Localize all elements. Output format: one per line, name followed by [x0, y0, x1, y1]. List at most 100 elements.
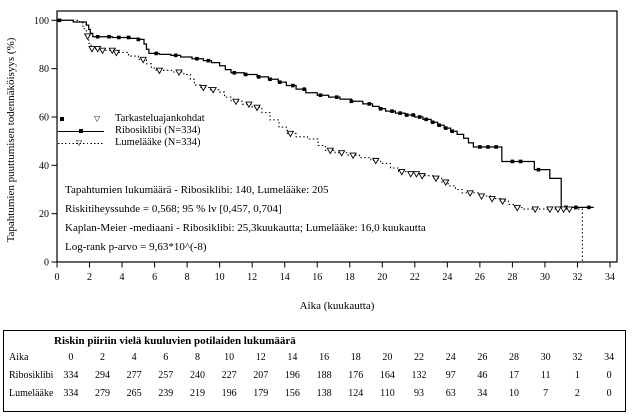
- censor-triangle-icon: [286, 130, 295, 138]
- risk-cell: 4: [131, 352, 137, 363]
- annotation-km-median: Kaplan-Meier -mediaani - Ribosiklibi: 25…: [65, 222, 426, 234]
- annotation-events: Tapahtumien lukumäärä - Ribosiklibi: 140…: [65, 184, 329, 196]
- risk-cell: 2: [574, 388, 580, 399]
- series-placebo: [57, 19, 583, 262]
- censor-triangle-icon: [412, 171, 421, 178]
- risk-cell: 334: [63, 370, 79, 381]
- risk-cell: 277: [126, 370, 142, 381]
- risk-table: Aika 0 2 4 6 8 10 12 14 16 18 20 22 24 26 28 30 32 34 Ribos…: [4, 349, 625, 403]
- censor-square-icon: [136, 37, 141, 42]
- risk-cell: 219: [189, 388, 205, 399]
- risk-cell: 265: [126, 388, 142, 399]
- censor-triangle-icon: [112, 49, 121, 57]
- censor-triangle-icon: [349, 152, 357, 160]
- x-tick-label: 22: [410, 272, 420, 283]
- plot-box: [56, 10, 618, 263]
- risk-cell: 22: [414, 352, 425, 363]
- censor-square-icon: [478, 145, 482, 149]
- risk-cell: 0: [606, 370, 612, 381]
- x-tick-label: 2: [87, 272, 92, 283]
- risk-cell: 12: [255, 352, 266, 363]
- legend-placebo-label: Lumelääke (N=334): [115, 137, 201, 148]
- legend-censor-label: Tarkasteluajankohdat: [115, 113, 205, 124]
- censor-triangle-icon: [406, 171, 415, 178]
- risk-cell: 97: [445, 370, 456, 381]
- risk-table-title: Riskin piiriin vielä kuuluvien potilaide…: [54, 335, 296, 347]
- censor-square-icon: [443, 126, 448, 130]
- censor-square-icon: [411, 113, 415, 117]
- censor-triangle-icon: [488, 196, 496, 203]
- censor-square-icon: [574, 205, 578, 210]
- risk-cell: 240: [189, 370, 205, 381]
- chart-legend: ▽ Tarkasteluajankohdat Ribosiklibi (N=33…: [58, 113, 205, 149]
- x-tick-label: 20: [377, 272, 387, 283]
- censor-triangle-icon: [175, 69, 183, 77]
- x-tick-label: 26: [475, 272, 485, 283]
- risk-cell: 14: [287, 352, 298, 363]
- censor-triangle-icon: [477, 193, 486, 201]
- censor-square-icon: [117, 35, 121, 40]
- y-tick-label: 40: [39, 161, 49, 172]
- risk-cell: 110: [380, 388, 395, 399]
- legend-ribociclib-row: Ribosiklibi (N=334): [58, 125, 205, 137]
- x-axis-label: Aika (kuukautta): [300, 300, 375, 312]
- risk-cell: 257: [158, 370, 174, 381]
- legend-ribociclib-label: Ribosiklibi (N=334): [115, 125, 201, 136]
- censor-square-icon: [518, 159, 523, 164]
- risk-cell: 179: [253, 388, 269, 399]
- censor-triangle-icon: [155, 67, 164, 75]
- censor-square-icon: [398, 111, 402, 115]
- x-tick-label: 10: [215, 272, 225, 283]
- censor-square-icon: [256, 75, 261, 79]
- open-triangle-icon: ▽: [94, 114, 101, 123]
- risk-cell: 334: [63, 388, 79, 399]
- risk-cell: 239: [158, 388, 174, 399]
- risk-cell: 196: [284, 370, 300, 381]
- annotation-hazard-ratio: Riskitiheyssuhde = 0,568; 95 % lv [0,457…: [65, 203, 282, 215]
- censor-square-icon: [206, 58, 211, 63]
- censor-triangle-icon: [418, 173, 426, 180]
- x-tick-label: 8: [185, 272, 190, 283]
- risk-cell: 18: [350, 352, 361, 363]
- risk-table-box: Riskin piiriin vielä kuuluvien potilaide…: [3, 330, 626, 412]
- x-tick-label: 34: [605, 272, 615, 283]
- censor-square-icon: [349, 99, 354, 104]
- censor-square-icon: [536, 167, 541, 172]
- risk-cell: 7: [543, 388, 549, 399]
- risk-table-row: Ribosiklibi 334 294 277 257 240 227 207 196 188 17…: [4, 367, 625, 385]
- censor-triangle-icon: [253, 104, 261, 112]
- filled-square-icon: [60, 117, 64, 121]
- censor-triangle-icon: [98, 47, 107, 55]
- censor-square-icon: [450, 129, 455, 134]
- censor-triangle-icon: [554, 206, 562, 214]
- censor-square-icon: [390, 109, 394, 113]
- risk-cell: 26: [477, 352, 488, 363]
- risk-cell: 0: [68, 352, 74, 363]
- risk-cell: 156: [284, 388, 300, 399]
- censor-triangle-icon: [209, 87, 217, 94]
- legend-placebo-row: ▽ Lumelääke (N=334): [58, 137, 205, 149]
- x-tick-label: 12: [247, 272, 257, 283]
- series-line: [57, 19, 583, 262]
- censor-square-icon: [587, 205, 591, 210]
- x-tick-label: 32: [572, 272, 582, 283]
- censor-square-icon: [486, 145, 490, 149]
- censor-square-icon: [367, 102, 372, 106]
- censor-triangle-icon: [139, 56, 147, 64]
- censor-triangle-icon: [83, 33, 92, 41]
- filled-square-icon: [79, 129, 83, 133]
- censor-square-icon: [268, 77, 272, 82]
- censor-triangle-icon: [441, 179, 450, 186]
- risk-cell: 196: [221, 388, 237, 399]
- censor-square-icon: [430, 120, 435, 125]
- censor-square-icon: [510, 159, 515, 164]
- risk-cell: 34: [604, 352, 615, 363]
- x-tick-label: 4: [120, 272, 125, 283]
- open-triangle-icon: ▽: [76, 138, 83, 147]
- censor-triangle-icon: [513, 205, 522, 212]
- censor-square-icon: [404, 113, 409, 117]
- censor-square-icon: [278, 80, 282, 84]
- censor-square-icon: [417, 115, 422, 119]
